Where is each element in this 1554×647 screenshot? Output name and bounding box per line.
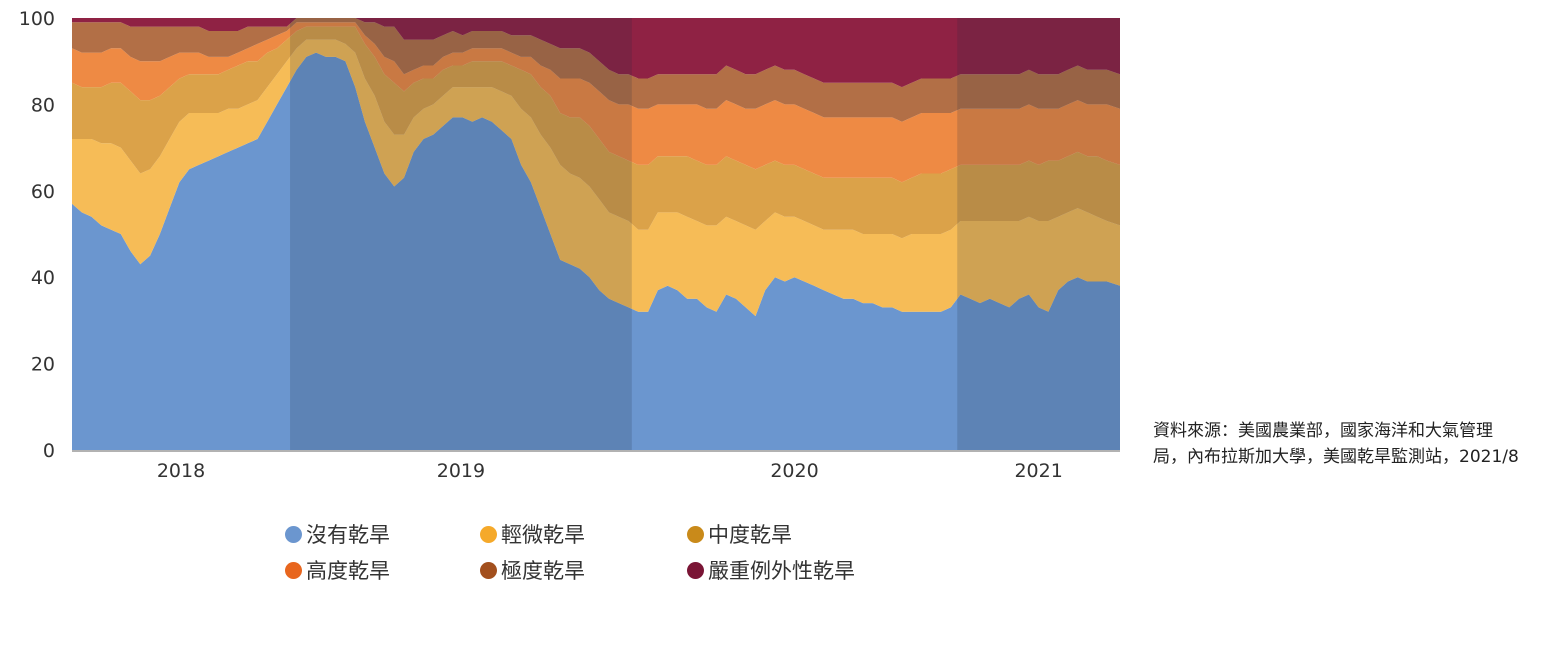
area-series-5 (72, 18, 1120, 88)
legend-swatch (480, 561, 497, 579)
legend-swatch (285, 525, 302, 543)
legend-item-severe-drought[interactable]: 高度乾旱 (285, 555, 390, 585)
y-tick-label: 20 (31, 354, 55, 376)
area-series-2 (72, 26, 1120, 239)
year-band-shade (290, 18, 632, 450)
legend-item-slight-drought[interactable]: 輕微乾旱 (480, 519, 585, 549)
source-note: 資料來源：美國農業部，國家海洋和大氣管理局，內布拉斯加大學，美國乾旱監測站，20… (1153, 421, 1519, 467)
area-series-4 (72, 18, 1120, 122)
year-band-shade (957, 18, 1120, 450)
legend-item-exceptional-drought[interactable]: 嚴重例外性乾旱 (687, 555, 855, 585)
y-tick-label: 0 (43, 440, 55, 462)
legend-label: 嚴重例外性乾旱 (708, 559, 855, 583)
axes: 0 20 40 60 80 100 2018 2019 2020 2021 (19, 8, 1120, 482)
legend-item-moderate-drought[interactable]: 中度乾旱 (687, 519, 792, 549)
legend-label: 高度乾旱 (306, 559, 390, 583)
legend-swatch (285, 561, 302, 579)
area-series-1 (72, 39, 1120, 317)
legend-swatch (687, 561, 704, 579)
x-year-label: 2019 (437, 460, 485, 482)
legend-label: 中度乾旱 (708, 523, 792, 547)
legend-label: 極度乾旱 (501, 559, 585, 583)
area-series-3 (72, 22, 1120, 183)
y-tick-label: 100 (19, 8, 55, 30)
legend-item-no-drought[interactable]: 沒有乾旱 (285, 519, 390, 549)
legend-swatch (480, 525, 497, 543)
y-tick-label: 60 (31, 181, 55, 203)
legend-swatch (687, 525, 704, 543)
legend-label: 沒有乾旱 (306, 523, 390, 547)
area-series-0 (72, 52, 1120, 450)
year-band-shading (290, 18, 1120, 450)
y-tick-label: 80 (31, 94, 55, 116)
legend-item-extreme-drought[interactable]: 極度乾旱 (480, 555, 585, 585)
stacked-areas (72, 18, 1120, 450)
y-tick-label: 40 (31, 267, 55, 289)
x-year-label: 2018 (157, 460, 205, 482)
x-year-label: 2020 (770, 460, 818, 482)
legend-label: 輕微乾旱 (501, 523, 585, 547)
x-year-label: 2021 (1014, 460, 1062, 482)
